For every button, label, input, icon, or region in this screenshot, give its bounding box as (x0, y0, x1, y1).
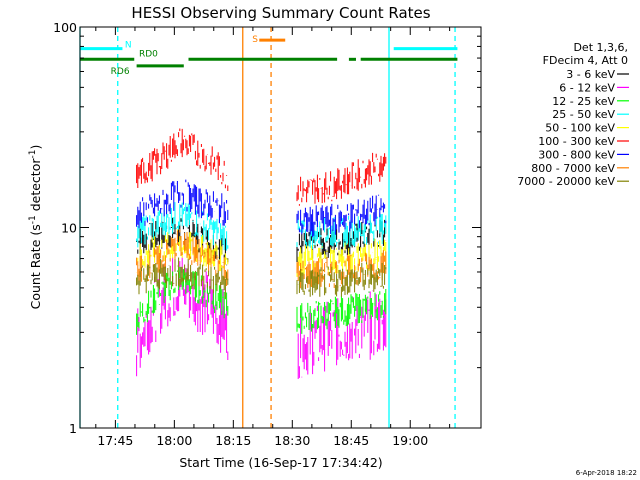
x-tick-label: 18:15 (215, 433, 251, 448)
flag-bars: N RD0 RD6 S (80, 35, 458, 77)
legend-entry: 6 - 12 keV (559, 81, 615, 94)
flag-label: S (252, 35, 258, 45)
legend-entry: 100 - 300 keV (538, 135, 615, 148)
x-tick-label: 18:30 (274, 433, 310, 448)
flag-label: RD0 (139, 49, 158, 59)
y-tick-label: 1 (69, 421, 77, 436)
y-tick-label: 100 (53, 20, 77, 35)
timestamp: 6-Apr-2018 18:22 (576, 469, 637, 477)
y-axis-label: Count Rate (s-1 detector-1) (28, 145, 43, 310)
x-axis-label: Start Time (16-Sep-17 17:34:42) (179, 455, 382, 470)
legend-entry: 12 - 25 keV (552, 95, 615, 108)
flag-label: N (125, 41, 132, 51)
series-line (136, 202, 229, 251)
flag-label: RD6 (111, 67, 130, 77)
legend-header-1: Det 1,3,6, (573, 41, 628, 54)
legend-entry: 7000 - 20000 keV (517, 175, 615, 188)
legend-entry: 3 - 6 keV (566, 68, 615, 81)
series-line (296, 289, 387, 334)
x-tick-label: 18:00 (156, 433, 192, 448)
x-axis: 17:45 18:00 18:15 18:30 18:45 19:00 (95, 27, 451, 448)
legend-entry: 25 - 50 keV (552, 108, 615, 121)
y-axis: 1 10 100 (53, 20, 481, 436)
legend-header-2: FDecim 4, Att 0 (543, 54, 628, 67)
series-line (136, 179, 229, 229)
x-tick-label: 17:45 (97, 433, 133, 448)
series-line (296, 152, 387, 206)
x-tick-label: 18:45 (333, 433, 369, 448)
series-line (136, 128, 229, 191)
chart-title: HESSI Observing Summary Count Rates (131, 4, 430, 22)
series-layer (136, 128, 387, 379)
series-line (136, 257, 229, 299)
legend-entry: 800 - 7000 keV (531, 162, 615, 175)
legend-entry: 50 - 100 keV (545, 122, 615, 135)
series-line (296, 262, 387, 297)
x-tick-label: 19:00 (392, 433, 428, 448)
legend-entry: 300 - 800 keV (538, 148, 615, 161)
y-tick-label: 10 (61, 221, 77, 236)
series-line (296, 194, 387, 238)
series-line (296, 212, 387, 249)
